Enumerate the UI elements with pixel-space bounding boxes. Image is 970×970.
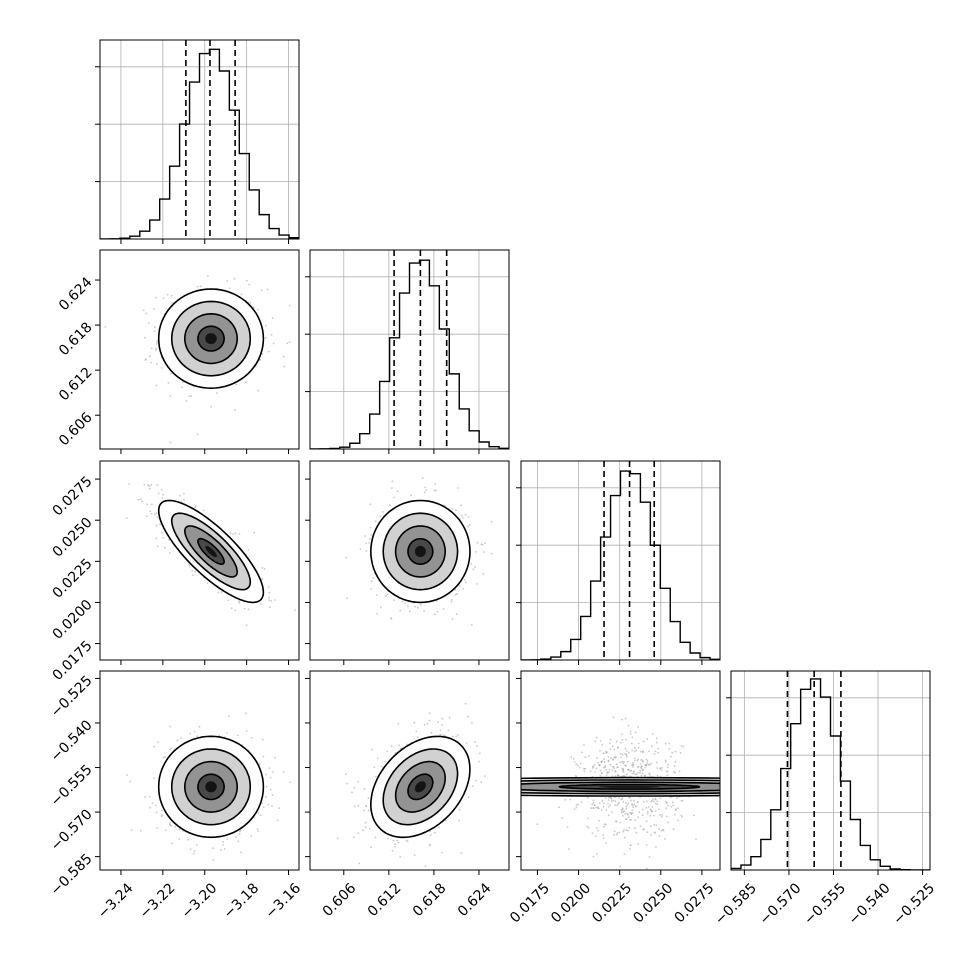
panel-3-3: −0.585−0.570−0.555−0.540−0.525 bbox=[712, 670, 938, 928]
density-layer bbox=[521, 716, 720, 870]
density-fill-4 bbox=[598, 785, 661, 788]
panel-2-2 bbox=[516, 460, 721, 665]
y-tick-label: 0.0275 bbox=[50, 473, 96, 519]
hist-grid bbox=[100, 40, 299, 239]
density-layer bbox=[104, 274, 291, 444]
x-tick-label: 0.612 bbox=[365, 880, 405, 920]
contour-3 bbox=[369, 499, 471, 604]
contour-1 bbox=[521, 781, 720, 793]
density-layer bbox=[336, 702, 486, 867]
contour-0 bbox=[407, 773, 434, 801]
panel-1-1 bbox=[305, 249, 510, 454]
contour-2 bbox=[382, 512, 459, 591]
panel-1-0: 0.606 0.612 0.618 0.624 bbox=[56, 249, 300, 454]
panel-frame bbox=[520, 460, 721, 661]
panel-frame bbox=[99, 249, 300, 450]
x-tick-label: −3.24 bbox=[95, 880, 137, 922]
x-tick-label: −0.540 bbox=[846, 880, 894, 928]
contour-3 bbox=[157, 288, 265, 390]
y-tick-label: 0.0175 bbox=[50, 638, 96, 684]
x-tick-label: 0.0225 bbox=[589, 880, 635, 926]
panel-frame bbox=[309, 249, 510, 450]
contour-2 bbox=[382, 748, 459, 826]
contour-3 bbox=[369, 735, 471, 839]
x-tick-label: 0.606 bbox=[320, 880, 360, 920]
contour-0 bbox=[197, 325, 225, 352]
density-fill-4 bbox=[205, 333, 217, 345]
histogram-1 bbox=[310, 259, 509, 449]
density-layer bbox=[125, 483, 296, 627]
x-tick-label: 0.618 bbox=[410, 880, 450, 920]
y-tick-label: −0.555 bbox=[48, 762, 96, 810]
y-tick-label: −0.525 bbox=[48, 673, 96, 721]
x-tick-label: 0.0175 bbox=[507, 880, 553, 926]
contour-0 bbox=[197, 537, 225, 565]
x-tick-label: −3.22 bbox=[137, 880, 179, 922]
histogram-2 bbox=[521, 470, 720, 660]
contour-0 bbox=[197, 773, 225, 801]
panel-0-0 bbox=[95, 39, 300, 244]
contour-2 bbox=[170, 300, 252, 377]
x-tick-label: −0.570 bbox=[757, 880, 805, 928]
y-tick-label: 0.618 bbox=[56, 319, 96, 359]
contour-0 bbox=[407, 537, 434, 565]
x-tick-label: −3.16 bbox=[262, 880, 304, 922]
contour-1 bbox=[183, 312, 239, 365]
y-tick-label: −0.540 bbox=[48, 717, 96, 765]
x-tick-label: −0.585 bbox=[712, 880, 760, 928]
contour-1 bbox=[394, 760, 447, 813]
panel-frame bbox=[99, 39, 300, 240]
histogram-3 bbox=[731, 678, 930, 870]
contour-1 bbox=[394, 525, 447, 578]
x-tick-label: 0.0200 bbox=[548, 880, 594, 926]
y-tick-label: 0.0225 bbox=[50, 556, 96, 602]
panel-3-1: 0.606 0.612 0.618 0.624 bbox=[305, 670, 510, 920]
density-layer bbox=[345, 477, 493, 626]
contour-1 bbox=[183, 760, 239, 813]
contour-2 bbox=[170, 748, 252, 826]
y-tick-label: −0.570 bbox=[48, 806, 96, 854]
panel-2-1 bbox=[305, 460, 510, 665]
x-tick-label: −3.18 bbox=[221, 880, 263, 922]
panel-frame bbox=[99, 460, 300, 661]
density-layer bbox=[126, 712, 292, 861]
panel-frame bbox=[730, 670, 931, 871]
y-tick-label: 0.612 bbox=[56, 364, 96, 404]
x-tick-label: 0.0250 bbox=[630, 880, 676, 926]
x-tick-label: −0.525 bbox=[890, 880, 938, 928]
y-tick-label: 0.0250 bbox=[50, 515, 96, 561]
density-fill-4 bbox=[205, 545, 217, 558]
density-fill-4 bbox=[205, 781, 217, 793]
y-tick-label: 0.624 bbox=[56, 274, 96, 314]
contour-2 bbox=[170, 512, 252, 591]
hist-grid bbox=[310, 250, 509, 449]
panel-frame bbox=[99, 670, 300, 871]
x-tick-label: 0.0275 bbox=[672, 880, 718, 926]
panel-3-0: −3.24 −3.22 −3.20 −3.18 −3.16−0.585−0.570−0.… bbox=[48, 670, 304, 922]
y-tick-label: −0.585 bbox=[48, 851, 96, 899]
panel-frame bbox=[309, 460, 510, 661]
x-tick-label: −0.555 bbox=[801, 880, 849, 928]
panel-frame bbox=[520, 670, 721, 871]
x-tick-label: −3.20 bbox=[179, 880, 221, 922]
histogram-0 bbox=[100, 48, 299, 239]
density-fill-4 bbox=[414, 781, 426, 793]
x-tick-label: 0.624 bbox=[455, 880, 495, 920]
contour-3 bbox=[157, 499, 265, 604]
hist-grid bbox=[731, 671, 930, 870]
panel-frame bbox=[309, 670, 510, 871]
y-tick-label: 0.606 bbox=[56, 409, 96, 449]
density-fill-4 bbox=[414, 545, 426, 558]
hist-grid bbox=[521, 461, 720, 660]
contour-0 bbox=[558, 783, 701, 790]
contour-1 bbox=[183, 525, 239, 578]
contour-3 bbox=[157, 735, 265, 839]
y-tick-label: 0.0200 bbox=[50, 597, 96, 643]
